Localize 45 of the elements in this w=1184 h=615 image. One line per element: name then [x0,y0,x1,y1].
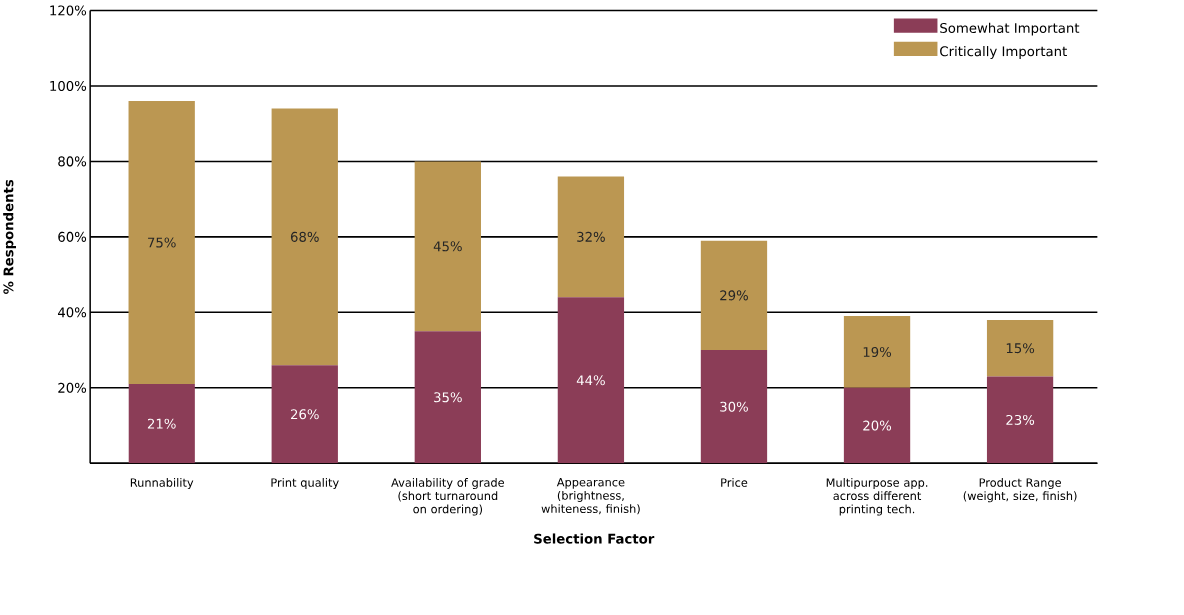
data-label: 35% [434,392,462,403]
y-tick-label: 40% [57,307,87,318]
data-label: 26% [290,409,319,420]
x-tick-label: Price [721,478,748,487]
bar [414,331,481,464]
data-label: 15% [1006,343,1035,354]
bar [128,384,195,464]
data-label: 45% [433,241,462,252]
data-label: 75% [148,237,176,248]
bar [557,176,625,298]
bar [843,316,911,388]
y-tick-label: 80% [58,156,87,167]
bar [700,240,768,351]
x-tick-label: Product Range (weight, size, finish) [963,478,1077,503]
bar [700,350,768,464]
bar [986,376,1054,464]
bar [986,319,1054,377]
data-label: 29% [720,290,748,301]
data-label: 44% [576,375,605,386]
data-label: 32% [577,231,605,242]
y-tick-label: 120% [50,5,87,16]
data-label: 19% [863,347,892,358]
x-tick-label: Print quality [271,478,339,490]
data-label: 68% [290,231,319,242]
data-label: 21% [147,418,176,429]
data-label: 23% [1006,414,1035,425]
legend-label: Critically Important [940,46,1067,59]
bar [414,161,481,332]
y-tick-label: 60% [58,231,87,242]
bar [128,101,195,385]
x-tick-label: Runnability [130,478,194,490]
x-axis-title: Selection Factor [534,533,655,544]
bar [271,108,338,366]
x-tick-label: Appearance (brightness, whiteness, finish) [541,478,640,515]
x-tick-label: Multipurpose app. across different printing tech. [826,478,928,516]
data-label: 30% [720,401,748,412]
bar [557,297,625,464]
y-tick-label: 20% [58,382,87,393]
bar [843,387,911,464]
bar [271,365,338,464]
legend-label: Somewhat Important [940,22,1080,36]
y-axis-title: % Respondents [3,179,16,295]
x-tick-label: Availability of grade (short turnaround on ordering) [391,478,505,516]
y-tick-label: 100% [50,80,87,91]
data-label: 20% [863,420,892,431]
